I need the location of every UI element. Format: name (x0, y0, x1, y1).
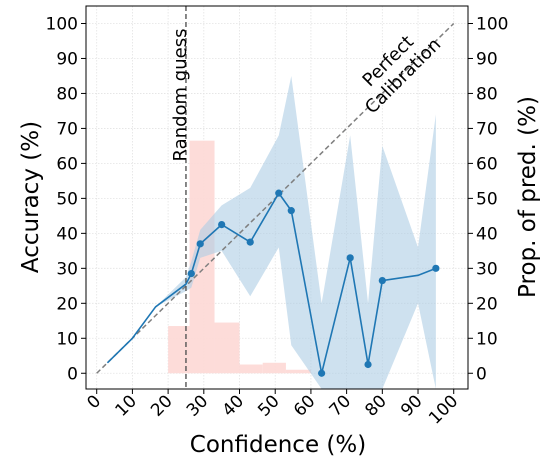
y-tick-label-right: 20 (476, 294, 498, 314)
y-tick-label-right: 0 (476, 364, 487, 384)
y-axis-title-right: Prop. of pred. (%) (515, 96, 541, 298)
y-tick-label-left: 90 (56, 49, 78, 69)
y-tick-label-left: 60 (56, 154, 78, 174)
accuracy-marker (246, 238, 254, 246)
x-tick-label: 70 (326, 391, 355, 420)
x-tick-label: 80 (361, 391, 390, 420)
y-tick-label-left: 20 (56, 294, 78, 314)
accuracy-line (106, 191, 437, 374)
accuracy-marker (275, 189, 283, 197)
accuracy-marker (346, 254, 354, 262)
y-axis-title-left: Accuracy (%) (18, 121, 44, 273)
y-tick-label-left: 0 (67, 364, 78, 384)
x-tick-label: 100 (425, 391, 462, 428)
y-tick-label-left: 40 (56, 224, 78, 244)
x-tick-label: 60 (290, 391, 319, 420)
histogram-bar (285, 369, 311, 374)
x-tick-label: 0 (83, 391, 105, 413)
histogram-bar (262, 362, 286, 374)
y-tick-label-left: 50 (56, 189, 78, 209)
accuracy-marker (432, 264, 440, 272)
plot-frame (85, 5, 469, 390)
y-tick-label-left: 10 (56, 329, 78, 349)
random-guess-label: Random guess (170, 29, 191, 162)
accuracy-markers (187, 189, 440, 377)
x-tick-label: 50 (254, 391, 283, 420)
accuracy-marker (218, 221, 226, 229)
y-tick-label-right: 100 (476, 14, 508, 34)
x-tick-label: 40 (219, 391, 248, 420)
x-axis-title: Confidence (%) (190, 432, 366, 458)
y-tick-label-right: 10 (476, 329, 498, 349)
accuracy-marker (318, 369, 326, 377)
histogram-bar (239, 364, 263, 374)
y-tick-label-left: 70 (56, 119, 78, 139)
y-tick-label-right: 60 (476, 154, 498, 174)
y-tick-label-right: 90 (476, 49, 498, 69)
accuracy-marker (196, 240, 204, 248)
confidence-band (107, 75, 436, 389)
y-tick-label-left: 30 (56, 259, 78, 279)
y-tick-label-right: 30 (476, 259, 498, 279)
y-tick-label-right: 80 (476, 84, 498, 104)
x-tick-label: 10 (112, 391, 141, 420)
y-tick-label-left: 100 (46, 14, 78, 34)
y-tick-label-left: 80 (56, 84, 78, 104)
x-tick-label: 20 (147, 391, 176, 420)
accuracy-marker (364, 360, 372, 369)
x-tick-label: 30 (183, 391, 212, 420)
plot-border (85, 5, 469, 390)
accuracy-marker (187, 269, 195, 278)
y-tick-label-right: 40 (476, 224, 498, 244)
accuracy-line-layer (106, 191, 437, 374)
confidence-band-layer (107, 75, 436, 389)
y-tick-label-right: 50 (476, 189, 498, 209)
perfect-calibration-label: Perfect Calibration (359, 32, 446, 119)
y-tick-label-right: 70 (476, 119, 498, 139)
histogram-bar (168, 326, 190, 374)
x-tick-label: 90 (397, 391, 426, 420)
accuracy-marker (287, 207, 295, 215)
accuracy-marker (378, 276, 386, 285)
histogram-bar (214, 322, 240, 374)
